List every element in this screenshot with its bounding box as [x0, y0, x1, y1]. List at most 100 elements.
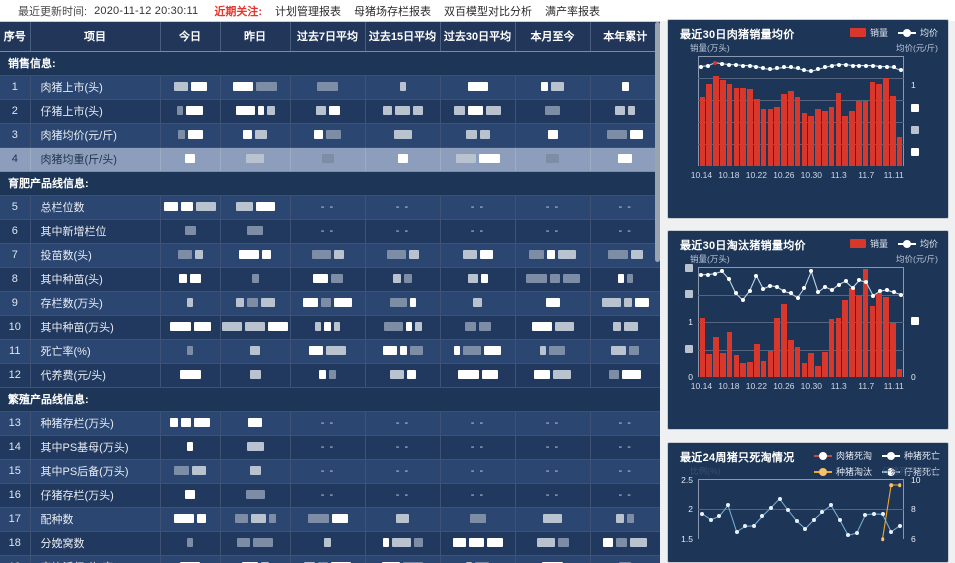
redacted-value — [222, 320, 288, 334]
data-point — [794, 519, 799, 523]
col-header-year-to-date[interactable]: 本年累计 — [590, 22, 660, 52]
col-header-today[interactable]: 今日 — [160, 22, 221, 52]
redaction-block — [185, 154, 195, 164]
redacted-value — [452, 536, 503, 550]
value-placeholder: - - — [395, 201, 410, 213]
table-row[interactable]: 17 配种数 — [0, 507, 660, 532]
link-plan-management-report[interactable]: 计划管理报表 — [275, 5, 342, 18]
table-cell-masked-value: - - — [515, 219, 591, 244]
chart1-legend-item-avgprice[interactable]: 均价 — [897, 26, 938, 39]
data-point — [809, 269, 814, 274]
chart2-legend-item-avgprice[interactable]: 均价 — [897, 237, 938, 250]
table-cell-masked-value — [220, 555, 291, 563]
table-cell-item-name: 种猪存栏(万头) — [30, 411, 161, 436]
table-row[interactable]: 18 分娩窝数 — [0, 531, 660, 556]
table-cell-masked-value — [290, 243, 366, 268]
redaction-block — [549, 346, 565, 356]
table-row[interactable]: 12 代养费(元/头) — [0, 363, 660, 388]
data-point — [871, 63, 876, 68]
redacted-value — [233, 80, 277, 94]
chart3-legend-label-piglet-death: 仔猪死亡 — [903, 467, 940, 477]
table-row[interactable]: 15 其中PS后备(万头) - - - - - - - - - - — [0, 459, 660, 484]
redaction-block — [540, 346, 546, 356]
table-cell-masked-value — [515, 267, 591, 292]
redacted-value — [615, 104, 636, 118]
table-row[interactable]: 19窝均活仔(头/窝) — [0, 555, 660, 563]
table-row[interactable]: 16 仔猪存栏(万头) - - - - - - - - - - — [0, 483, 660, 508]
chart3-legend-item-hog-cull[interactable]: 肉猪死淘 — [813, 449, 872, 462]
redacted-value — [249, 464, 261, 478]
redaction-block — [326, 346, 346, 356]
chart3-legend-item-breeder-death[interactable]: 种猪死亡 — [881, 449, 940, 462]
bar — [747, 361, 753, 377]
redaction-block — [170, 418, 178, 428]
col-header-index[interactable]: 序号 — [0, 22, 31, 52]
table-cell-masked-value — [220, 147, 291, 172]
data-point — [877, 64, 882, 69]
redacted-value — [187, 296, 193, 310]
bar — [706, 353, 712, 377]
bar — [869, 305, 876, 377]
table-row[interactable]: 1 肉猪上市(头) — [0, 75, 660, 100]
bar — [889, 323, 896, 377]
bar — [713, 76, 719, 166]
data-point — [898, 292, 903, 297]
chart3-legend-label-breeder-death: 种猪死亡 — [903, 451, 940, 461]
table-cell-index: 14 — [0, 435, 31, 460]
chart2-legend-item-sales[interactable]: 销量 — [849, 237, 888, 250]
col-header-month-to-date[interactable]: 本月至今 — [515, 22, 591, 52]
redaction-block — [187, 346, 193, 356]
table-row[interactable]: 14 其中PS基母(万头) - - - - - - - - - - — [0, 435, 660, 460]
link-sow-farm-inventory-report[interactable]: 母猪场存栏报表 — [354, 5, 432, 18]
table-row[interactable]: 6 其中新增栏位 - - - - - - - - - - — [0, 219, 660, 244]
redaction-block — [536, 538, 555, 548]
link-full-capacity-rate-report[interactable]: 满产率报表 — [545, 5, 601, 18]
table-row[interactable]: 7 投苗数(头) — [0, 243, 660, 268]
table-row[interactable]: 3 肉猪均价(元/斤) — [0, 123, 660, 148]
col-header-avg-7d[interactable]: 过去7日平均 — [290, 22, 366, 52]
col-header-item[interactable]: 项目 — [30, 22, 161, 52]
redacted-value — [618, 152, 633, 166]
redacted-value — [397, 152, 408, 166]
col-header-avg-30d[interactable]: 过去30日平均 — [440, 22, 516, 52]
table-row[interactable]: 4 肉猪均重(斤/头) — [0, 147, 660, 172]
table-row[interactable]: 9 存栏数(万头) — [0, 291, 660, 316]
chart3-legend-item-breeder-cull[interactable]: 种猪淘汰 — [813, 465, 872, 478]
link-double-hundred-model-analysis[interactable]: 双百模型对比分析 — [444, 5, 533, 18]
table-row[interactable]: 2 仔猪上市(头) — [0, 99, 660, 124]
table-cell-index: 1 — [0, 75, 31, 100]
redacted-value — [235, 296, 275, 310]
table-row[interactable]: 10 其中种苗(万头) — [0, 315, 660, 340]
table-cell-masked-value: - - — [515, 195, 591, 220]
table-cell-masked-value — [365, 267, 441, 292]
redaction-block — [486, 106, 501, 116]
redaction-block — [235, 298, 244, 308]
redaction-block — [266, 106, 275, 116]
table-row[interactable]: 5 总栏位数 - - - - - - - - - - — [0, 195, 660, 220]
data-point — [761, 66, 766, 71]
table-row[interactable]: 8 其中种苗(头) — [0, 267, 660, 292]
col-header-yesterday[interactable]: 昨日 — [220, 22, 291, 52]
bar — [815, 108, 821, 166]
chart3-legend-item-piglet-death[interactable]: 仔猪死亡 — [881, 465, 940, 478]
redacted-value — [536, 536, 569, 550]
table-section-title: 育肥产品线信息: — [0, 171, 660, 196]
redacted-value — [534, 368, 571, 382]
redaction-block — [616, 514, 625, 524]
table-cell-index: 17 — [0, 507, 31, 532]
col-header-avg-15d[interactable]: 过去15日平均 — [365, 22, 441, 52]
redaction-block — [549, 274, 560, 284]
value-placeholder: - - — [395, 465, 410, 477]
table-row[interactable]: 13 种猪存栏(万头) - - - - - - - - - - — [0, 411, 660, 436]
redaction-block — [389, 370, 404, 380]
metrics-table-panel[interactable]: 序号 项目 今日 昨日 过去7日平均 过去15日平均 过去30日平均 本月至今 … — [0, 21, 660, 563]
table-vertical-scrollbar[interactable] — [655, 22, 660, 563]
scrollbar-thumb[interactable] — [655, 22, 660, 262]
table-row[interactable]: 11 死亡率(%) — [0, 339, 660, 364]
gridline — [698, 294, 904, 296]
chart3-title: 最近24周猪只死淘情况 — [680, 452, 795, 464]
redacted-value — [616, 512, 635, 526]
chart1-legend-item-sales[interactable]: 销量 — [849, 26, 888, 39]
redacted-value — [307, 512, 348, 526]
bar — [760, 108, 767, 166]
